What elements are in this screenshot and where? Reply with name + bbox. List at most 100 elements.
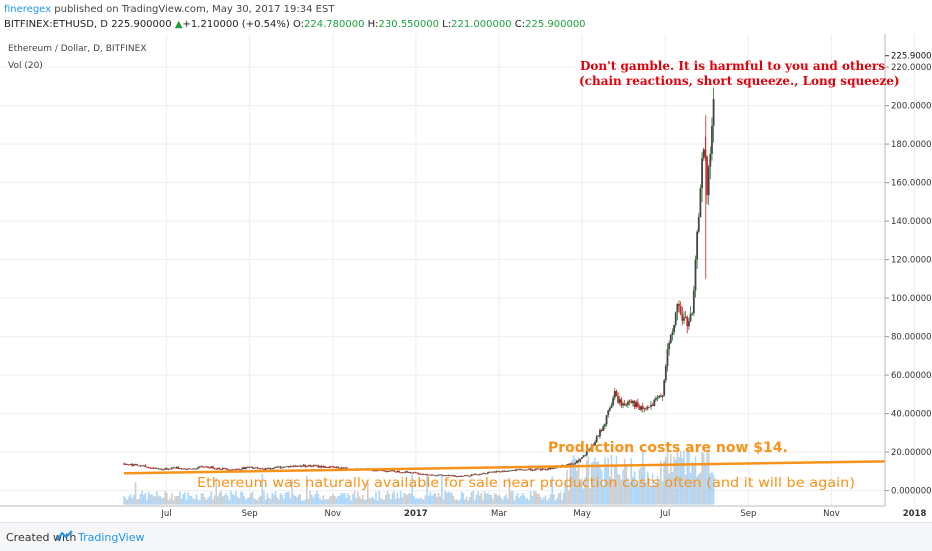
candle-body (386, 471, 389, 473)
annotation-availability: Ethereum was naturally available for sal… (197, 476, 855, 491)
candle-body (702, 149, 705, 159)
volume-bar (697, 474, 700, 505)
volume-bar (487, 493, 489, 505)
volume-bar (136, 499, 138, 505)
volume-bar (473, 499, 476, 505)
symbol-label[interactable]: BITFINEX:ETHUSD, D (4, 19, 112, 30)
volume-bar (605, 464, 608, 505)
candle-body (607, 410, 610, 416)
candle-body (538, 468, 540, 470)
low-label: L: (439, 19, 452, 30)
candle-body (468, 475, 471, 477)
volume-bar (584, 477, 586, 505)
volume-bar (477, 491, 479, 505)
candle-body (411, 472, 414, 474)
candle-body (687, 321, 690, 327)
volume-bar (470, 491, 473, 505)
candle-body (651, 404, 654, 407)
grid-lines (0, 34, 916, 506)
candle-body (230, 469, 232, 471)
volume-bar (500, 497, 502, 505)
candle-body (373, 470, 376, 472)
close-label: C: (511, 19, 526, 30)
price-chart[interactable]: 0.000000 20.000000 40.000000 60.000000 80.00… (0, 34, 932, 522)
volume-bar (210, 491, 213, 505)
volume-bar (576, 470, 578, 505)
volume-bar (467, 500, 470, 505)
tradingview-logo-icon[interactable] (56, 529, 74, 543)
volume-bar (406, 494, 409, 505)
candle-body (429, 474, 432, 476)
candle-body (291, 466, 293, 468)
volume-bar (546, 500, 549, 505)
trendline[interactable] (123, 460, 886, 475)
candle-body (406, 471, 409, 473)
candle-body (193, 468, 196, 470)
author-link[interactable]: fineregex (4, 4, 52, 15)
price-axis[interactable]: 0.000000 20.000000 40.000000 60.000000 80.00… (884, 34, 932, 506)
volume-bar (340, 492, 343, 505)
volume-bar (688, 449, 690, 505)
candle-body (426, 474, 428, 476)
time-axis[interactable]: Jul Sep Nov 2017 Mar May Jul Sep Nov 2018 (0, 505, 926, 519)
candle-body (317, 465, 320, 468)
candle-body (167, 468, 170, 470)
candle-body (156, 467, 158, 469)
candle-body (182, 468, 185, 470)
candle-body (595, 436, 598, 443)
volume-bar (597, 461, 600, 505)
candle-body (312, 465, 315, 467)
volume-bar (557, 493, 560, 505)
candle-body (421, 473, 423, 475)
volume-bar (152, 496, 155, 505)
volume-bar (401, 497, 404, 505)
volume-bar (355, 498, 358, 505)
candle-body (632, 400, 634, 403)
candle-body (412, 472, 415, 474)
candle-body (180, 468, 183, 470)
volume-bar (704, 462, 707, 505)
volume-bar (663, 460, 665, 505)
volume-bar (544, 495, 547, 505)
candle-body (226, 469, 229, 470)
volume-bar (556, 498, 558, 505)
candle-body (345, 467, 348, 469)
volume-bar (707, 449, 710, 505)
volume-bar (581, 478, 583, 505)
candle-body (447, 475, 450, 476)
candle-body (309, 464, 312, 467)
volume-bar (205, 499, 208, 505)
candle-body (268, 468, 270, 470)
candle-body (457, 476, 460, 477)
volume-bar (706, 452, 708, 505)
tradingview-brand-link[interactable]: TradingView (78, 531, 145, 544)
price-tick-label: 120.000000 (891, 256, 932, 266)
volume-bar (357, 491, 359, 505)
candle-body (630, 400, 633, 403)
volume-bar (548, 498, 550, 505)
volume-bar (213, 495, 216, 505)
candle-body (307, 464, 310, 467)
volume-bar (292, 494, 295, 505)
volume-bar (521, 492, 524, 505)
volume-bar (673, 456, 675, 505)
volume-bar (632, 476, 634, 505)
candle-body (636, 402, 639, 407)
candle-body (480, 473, 483, 475)
price-tick-label: 40.000000 (891, 410, 932, 420)
volume-bar (482, 499, 484, 505)
volume-bar (332, 493, 334, 505)
volume-bar (604, 457, 606, 505)
volume-bar (651, 473, 654, 505)
candle-body (689, 313, 692, 322)
candle-body (584, 455, 587, 457)
annotation-production-cost: Production costs are now $14. (548, 440, 788, 456)
volume-bar (263, 491, 265, 505)
candle-body (333, 467, 336, 468)
volume-bar (362, 494, 364, 505)
candle-body (590, 444, 593, 450)
volume-bars (123, 446, 715, 505)
volume-bar (516, 493, 519, 505)
candle-body (398, 470, 400, 473)
volume-bar (217, 496, 219, 505)
